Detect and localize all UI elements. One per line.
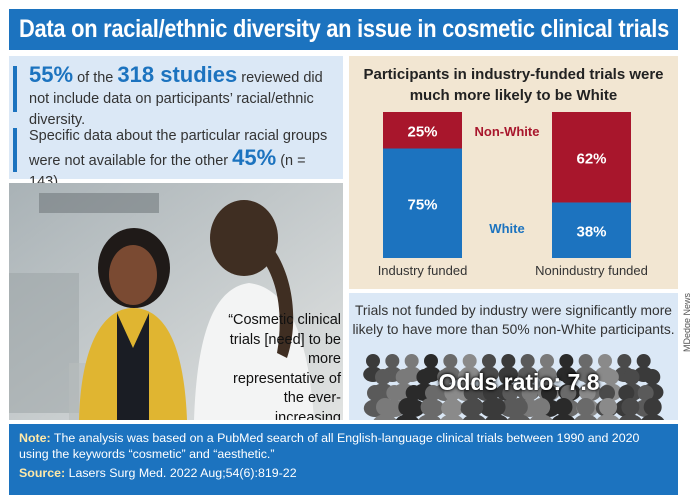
stat-text-part: Specific data about the particular racia… xyxy=(29,128,328,169)
clinic-photo xyxy=(9,183,343,420)
page-title: Data on racial/ethnic diversity an issue… xyxy=(9,9,678,50)
odds-panel: Trials not funded by industry were signi… xyxy=(349,293,678,420)
bar-white-1 xyxy=(552,202,631,258)
crowd-person xyxy=(373,398,397,420)
quote-text: “Cosmetic clinical trials [need] to be m… xyxy=(228,312,341,420)
source-body: Lasers Surg Med. 2022 Aug;54(6):819-22 xyxy=(65,466,297,480)
chart-title: Participants in industry-funded trials w… xyxy=(363,66,664,104)
legend-nonwhite: Non-White xyxy=(475,124,540,139)
crowd-person xyxy=(551,398,575,420)
odds-ratio: Odds ratio: 7.8 xyxy=(438,369,600,395)
note-bar: Note: The analysis was based on a PubMed… xyxy=(9,424,678,495)
crowd-person xyxy=(485,398,509,420)
crowd-person xyxy=(596,398,620,420)
stat-text-part: of the xyxy=(73,70,118,86)
stat-text-1: 55% of the 318 studies reviewed did not … xyxy=(29,64,337,131)
stat-marker xyxy=(13,128,17,172)
data-label-white-1: 38% xyxy=(576,223,606,240)
data-label-nonwhite-1: 62% xyxy=(576,150,606,167)
bar-white-0 xyxy=(383,148,462,258)
stat-row-1: 55% of the 318 studies reviewed did not … xyxy=(9,64,343,128)
stat-marker xyxy=(13,66,17,112)
crowd-person xyxy=(395,398,419,420)
crowd-person xyxy=(641,398,665,420)
note-text: Note: The analysis was based on a PubMed… xyxy=(19,430,668,462)
crowd-illustration xyxy=(363,354,665,420)
stat-pct-55: 55% xyxy=(29,62,74,87)
stat-studies-count: 318 studies xyxy=(117,62,238,87)
bar-nonwhite-1 xyxy=(552,112,631,203)
note-body: The analysis was based on a PubMed searc… xyxy=(19,431,640,461)
crowd-person xyxy=(440,398,464,420)
source-text: Source: Lasers Surg Med. 2022 Aug;54(6):… xyxy=(19,465,668,481)
legend-white: White xyxy=(489,221,524,236)
photo-panel: “Cosmetic clinical trials [need] to be m… xyxy=(9,183,343,420)
data-label-nonwhite-0: 25% xyxy=(407,123,437,140)
source-label: Source: xyxy=(19,466,66,480)
stat-row-2: Specific data about the particular racia… xyxy=(9,126,343,190)
crowd-person xyxy=(618,398,642,420)
note-label: Note: xyxy=(19,431,51,445)
stat-pct-45: 45% xyxy=(232,145,277,170)
category-label-0: Industry funded xyxy=(378,263,468,278)
stats-panel: 55% of the 318 studies reviewed did not … xyxy=(9,56,343,190)
odds-description: Trials not funded by industry were signi… xyxy=(352,303,675,337)
chart-panel: Participants in industry-funded trials w… xyxy=(349,56,678,289)
category-label-1: Nonindustry funded xyxy=(535,263,648,278)
crowd-person xyxy=(529,398,553,420)
stat-text-part: reviewed did not include data on partici… xyxy=(29,70,323,128)
crowd-person xyxy=(418,398,442,420)
bar-nonwhite-0 xyxy=(383,112,462,149)
credit-text: MDedge News xyxy=(682,292,690,352)
stacked-bar-chart: 25% 75% Industry funded 62% 38% Nonindustry f… xyxy=(378,112,648,278)
crowd-person xyxy=(507,398,531,420)
crowd-person xyxy=(574,398,598,420)
crowd-person xyxy=(462,398,486,420)
data-label-white-0: 75% xyxy=(407,196,437,213)
